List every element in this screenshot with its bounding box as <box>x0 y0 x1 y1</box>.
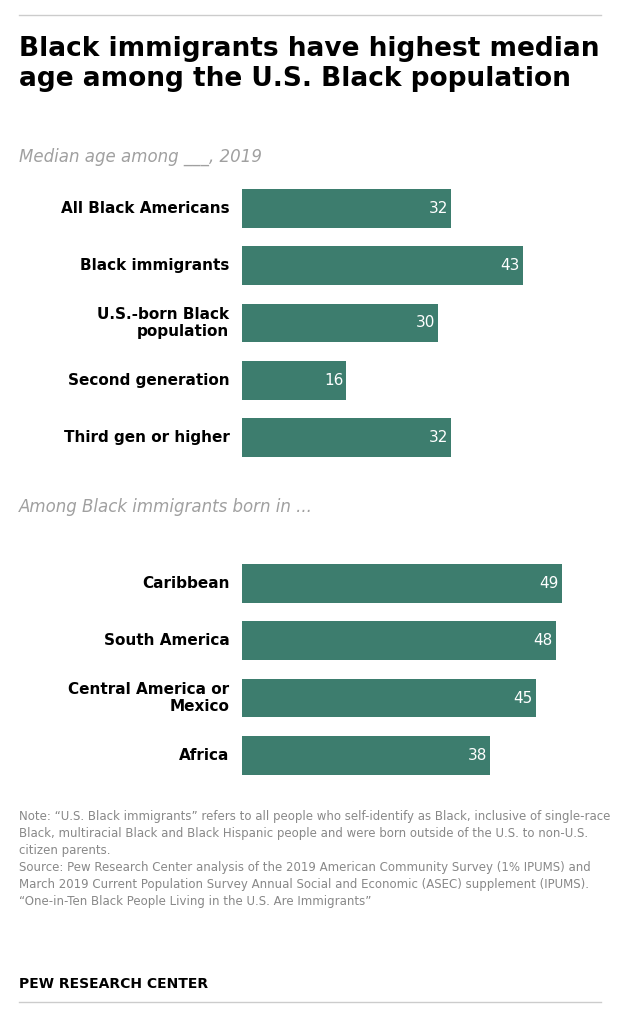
Text: 30: 30 <box>415 316 435 330</box>
Text: PEW RESEARCH CENTER: PEW RESEARCH CENTER <box>19 977 208 991</box>
Text: Among Black immigrants born in ...: Among Black immigrants born in ... <box>19 498 312 516</box>
Text: South America: South America <box>104 634 229 648</box>
Text: Africa: Africa <box>179 748 229 762</box>
Text: 48: 48 <box>533 634 552 648</box>
Text: 32: 32 <box>428 201 448 216</box>
Text: Third gen or higher: Third gen or higher <box>63 430 229 445</box>
Text: Black immigrants have highest median
age among the U.S. Black population: Black immigrants have highest median age… <box>19 36 599 92</box>
FancyBboxPatch shape <box>242 736 490 775</box>
FancyBboxPatch shape <box>242 361 347 400</box>
Text: 43: 43 <box>500 259 520 273</box>
FancyBboxPatch shape <box>242 564 562 603</box>
FancyBboxPatch shape <box>242 246 523 285</box>
Text: Note: “U.S. Black immigrants” refers to all people who self-identify as Black, i: Note: “U.S. Black immigrants” refers to … <box>19 810 610 909</box>
Text: 45: 45 <box>513 691 533 705</box>
Text: 32: 32 <box>428 430 448 445</box>
Text: 49: 49 <box>539 576 559 591</box>
Text: Median age among ___, 2019: Median age among ___, 2019 <box>19 148 262 167</box>
Text: All Black Americans: All Black Americans <box>61 201 229 216</box>
Text: Black immigrants: Black immigrants <box>80 259 229 273</box>
Text: Caribbean: Caribbean <box>142 576 229 591</box>
FancyBboxPatch shape <box>242 418 451 457</box>
Text: Central America or
Mexico: Central America or Mexico <box>68 682 229 714</box>
Text: 38: 38 <box>467 748 487 762</box>
Text: U.S.-born Black
population: U.S.-born Black population <box>97 307 229 339</box>
FancyBboxPatch shape <box>242 189 451 228</box>
FancyBboxPatch shape <box>242 621 556 660</box>
FancyBboxPatch shape <box>242 679 536 717</box>
FancyBboxPatch shape <box>242 304 438 342</box>
Text: Second generation: Second generation <box>68 373 229 387</box>
Text: 16: 16 <box>324 373 343 387</box>
